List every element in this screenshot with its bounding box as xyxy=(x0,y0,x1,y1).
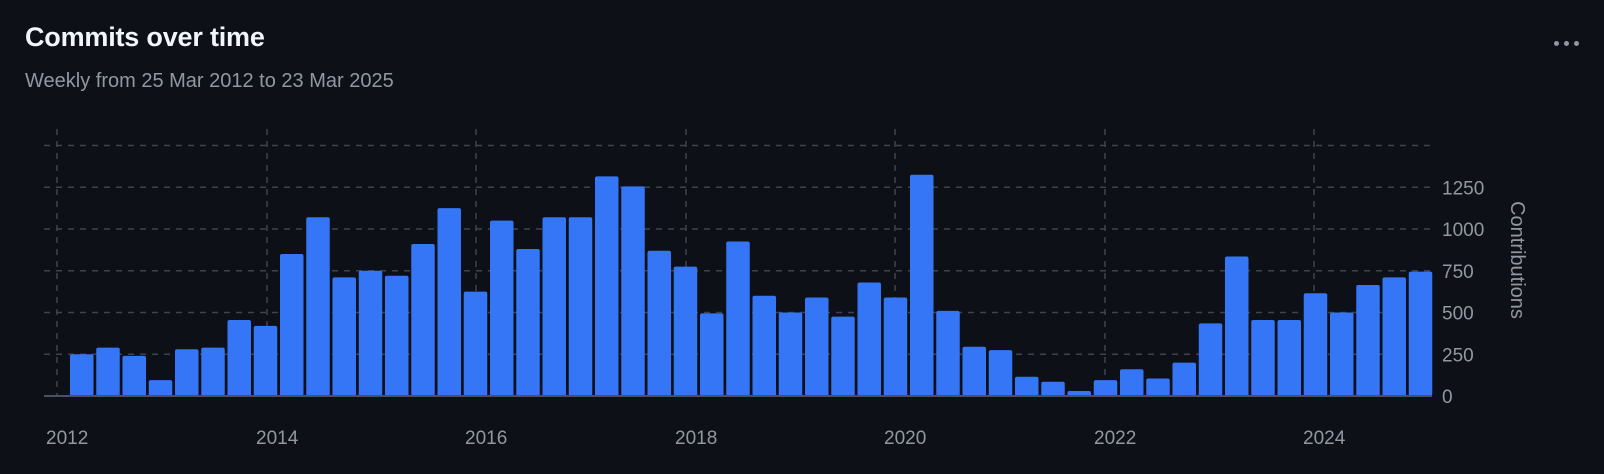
bar xyxy=(201,347,225,396)
x-tick-label: 2024 xyxy=(1303,428,1346,449)
bar xyxy=(175,349,199,396)
bar xyxy=(857,282,881,396)
bar xyxy=(988,350,1013,396)
bar xyxy=(568,217,593,396)
bar xyxy=(778,312,803,396)
bar xyxy=(227,320,251,396)
bar xyxy=(831,316,855,396)
more-options-button[interactable] xyxy=(1544,28,1588,58)
bar-layer xyxy=(70,174,1433,397)
bar xyxy=(437,208,461,397)
bar xyxy=(1041,381,1065,396)
bar xyxy=(1093,380,1118,396)
bar xyxy=(1330,312,1354,396)
bar xyxy=(673,266,698,396)
y-tick-label: 1000 xyxy=(1442,220,1484,241)
y-tick-label: 500 xyxy=(1442,304,1474,325)
x-tick-label: 2020 xyxy=(884,428,926,449)
bar xyxy=(595,176,619,396)
bar xyxy=(96,347,120,396)
chart-title: Commits over time xyxy=(25,22,265,52)
bar xyxy=(1015,376,1039,396)
kebab-horizontal-icon xyxy=(1553,40,1559,46)
bar xyxy=(385,275,409,396)
bar xyxy=(1146,378,1170,396)
chart-subtitle: Weekly from 25 Mar 2012 to 23 Mar 2025 xyxy=(25,70,394,92)
y-axis-title: Contributions xyxy=(1506,201,1528,319)
x-tick-label: 2012 xyxy=(46,428,88,449)
bar xyxy=(1382,277,1406,396)
kebab-dot xyxy=(1573,40,1579,46)
y-tick-label: 1250 xyxy=(1442,178,1484,199)
x-tick-label: 2016 xyxy=(465,428,507,449)
bar xyxy=(1120,369,1144,396)
bar xyxy=(358,270,383,396)
bar xyxy=(936,310,960,396)
y-tick-label: 750 xyxy=(1442,262,1474,283)
bar xyxy=(1225,256,1249,396)
bar xyxy=(1198,323,1223,396)
bar xyxy=(516,249,540,396)
bar xyxy=(700,313,724,396)
bar xyxy=(253,325,278,396)
bar xyxy=(411,244,435,396)
axis-layer: 0 250 500 750 1000 1250 2012 2014 2016 2018 2020 20… xyxy=(44,178,1528,449)
bar xyxy=(1251,320,1275,396)
kebab-dot xyxy=(1563,40,1569,46)
bar xyxy=(148,380,173,396)
bar xyxy=(463,291,488,397)
bar xyxy=(1356,284,1380,396)
bar xyxy=(647,250,671,396)
bar xyxy=(332,277,356,396)
x-tick-label: 2022 xyxy=(1094,428,1136,449)
bar xyxy=(621,186,645,396)
bar xyxy=(1303,293,1328,396)
bar xyxy=(1277,320,1301,396)
bar xyxy=(542,217,566,396)
bar xyxy=(1067,390,1091,396)
bar xyxy=(726,241,750,396)
bar xyxy=(280,254,304,396)
bar xyxy=(1172,362,1196,396)
bar xyxy=(122,355,146,396)
bar xyxy=(883,297,908,396)
x-tick-label: 2014 xyxy=(256,428,299,449)
bar xyxy=(70,354,94,396)
bar xyxy=(805,297,829,396)
bar xyxy=(1408,271,1433,396)
bar xyxy=(490,220,514,396)
x-tick-label: 2018 xyxy=(675,428,717,449)
bar xyxy=(752,295,776,396)
y-tick-label: 250 xyxy=(1442,345,1474,366)
y-tick-label: 0 xyxy=(1442,387,1453,408)
bar xyxy=(910,174,934,396)
bar xyxy=(306,217,330,396)
bar xyxy=(962,346,986,396)
